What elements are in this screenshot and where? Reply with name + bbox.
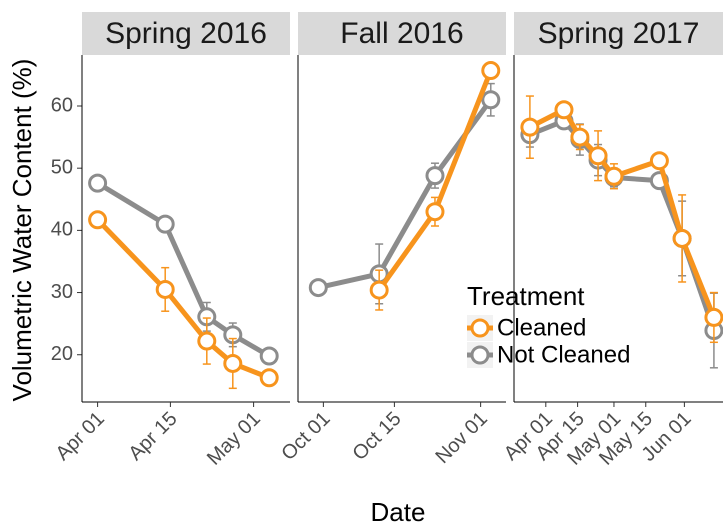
y-tick-label: 60 <box>51 94 73 116</box>
point <box>649 151 669 171</box>
legend-label: Not Cleaned <box>497 341 630 368</box>
series-line <box>96 180 271 359</box>
point <box>155 279 175 299</box>
y-tick-label: 40 <box>51 219 73 241</box>
x-tick-label: Oct 01 <box>277 408 334 465</box>
point <box>88 173 108 193</box>
point <box>425 166 445 186</box>
x-tick-label: Apr 15 <box>124 408 181 465</box>
point <box>481 90 501 110</box>
point <box>369 280 389 300</box>
point <box>308 278 328 298</box>
point <box>604 166 624 186</box>
point <box>570 127 590 147</box>
point <box>259 346 279 366</box>
legend-key-point <box>470 345 490 365</box>
point <box>259 368 279 388</box>
point <box>672 228 692 248</box>
x-tick-label: Oct 15 <box>348 408 405 465</box>
point <box>155 214 175 234</box>
y-tick-label: 20 <box>51 343 73 365</box>
x-tick-label: Nov 01 <box>432 408 492 468</box>
y-tick-label: 50 <box>51 156 73 178</box>
point <box>197 331 217 351</box>
y-tick-label: 30 <box>51 281 73 303</box>
facet-strip <box>514 12 723 55</box>
point <box>88 210 108 230</box>
series-line <box>95 218 271 381</box>
point <box>425 202 445 222</box>
point <box>520 117 540 137</box>
point <box>223 353 243 373</box>
facet-strip <box>82 12 290 55</box>
point <box>704 307 723 327</box>
x-axis-label: Date <box>371 497 426 527</box>
legend-title: Treatment <box>467 281 585 311</box>
facet-strip <box>298 12 506 55</box>
point <box>554 100 574 120</box>
point <box>481 61 501 81</box>
series-line <box>317 98 493 291</box>
facet-title: Fall 2016 <box>340 17 463 50</box>
legend-label: Cleaned <box>497 314 586 341</box>
x-tick-label: Apr 01 <box>52 408 109 465</box>
facet-title: Spring 2016 <box>105 17 267 50</box>
legend-key-point <box>470 318 490 338</box>
point <box>588 146 608 166</box>
facet-title: Spring 2017 <box>538 17 700 50</box>
x-tick-label: May 01 <box>203 408 265 470</box>
y-axis-label: Volumetric Water Content (%) <box>7 59 37 402</box>
